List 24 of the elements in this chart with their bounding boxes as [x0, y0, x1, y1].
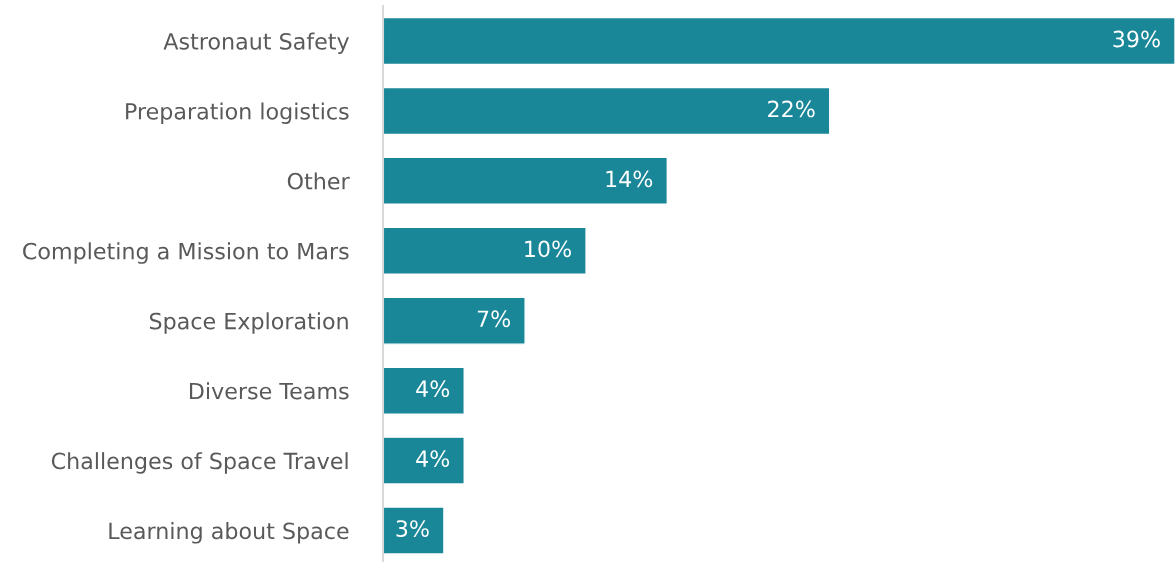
bar [383, 226, 587, 275]
y-tick-label: Challenges of Space Travel [51, 452, 348, 474]
data-label: 10% [525, 240, 571, 258]
data-label: 39% [1113, 30, 1160, 48]
data-label: 4% [416, 450, 450, 468]
y-tick-label: Astronaut Safety [163, 32, 350, 55]
y-tick-label: Preparation logistics [126, 102, 349, 124]
y-tick-label: Completing a Mission to Mars [23, 242, 349, 264]
bar [383, 156, 669, 205]
bar [383, 366, 465, 415]
bar [383, 86, 831, 136]
y-tick-label: Other [287, 172, 350, 190]
data-label: 4% [416, 380, 450, 398]
y-tick-label: Diverse Teams [189, 382, 349, 400]
data-label: 3% [396, 520, 429, 537]
bar [383, 296, 526, 345]
y-tick-label: Space Exploration [149, 312, 348, 334]
bar [383, 506, 445, 555]
bar [383, 16, 1175, 66]
bar [383, 436, 465, 485]
data-label: 22% [768, 100, 815, 118]
data-label: 7% [477, 310, 511, 328]
y-tick-label: Learning about Space [109, 522, 349, 544]
data-label: 14% [606, 170, 653, 188]
